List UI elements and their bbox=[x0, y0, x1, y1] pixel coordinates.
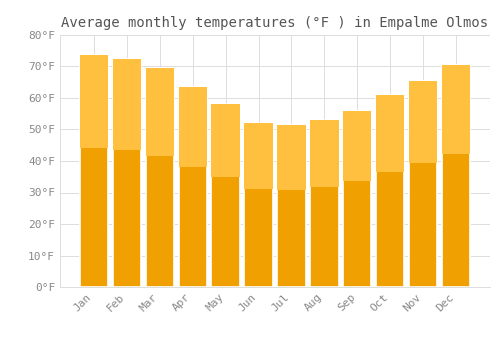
Bar bbox=[212, 104, 240, 177]
Bar bbox=[80, 55, 108, 148]
Bar bbox=[146, 68, 174, 156]
Bar bbox=[344, 111, 371, 181]
Bar bbox=[244, 123, 272, 287]
Bar bbox=[376, 95, 404, 172]
Bar bbox=[212, 104, 240, 287]
Bar bbox=[310, 120, 338, 187]
Bar bbox=[344, 111, 371, 287]
Bar bbox=[112, 58, 140, 150]
Bar bbox=[278, 125, 305, 287]
Bar bbox=[442, 65, 470, 154]
Bar bbox=[112, 58, 140, 287]
Bar bbox=[410, 80, 438, 163]
Bar bbox=[278, 125, 305, 190]
Title: Average monthly temperatures (°F ) in Empalme Olmos: Average monthly temperatures (°F ) in Em… bbox=[62, 16, 488, 30]
Bar bbox=[80, 55, 108, 287]
Bar bbox=[178, 87, 206, 167]
Bar bbox=[178, 87, 206, 287]
Bar bbox=[244, 123, 272, 189]
Bar bbox=[442, 65, 470, 287]
Bar bbox=[146, 68, 174, 287]
Bar bbox=[410, 80, 438, 287]
Bar bbox=[376, 95, 404, 287]
Bar bbox=[310, 120, 338, 287]
